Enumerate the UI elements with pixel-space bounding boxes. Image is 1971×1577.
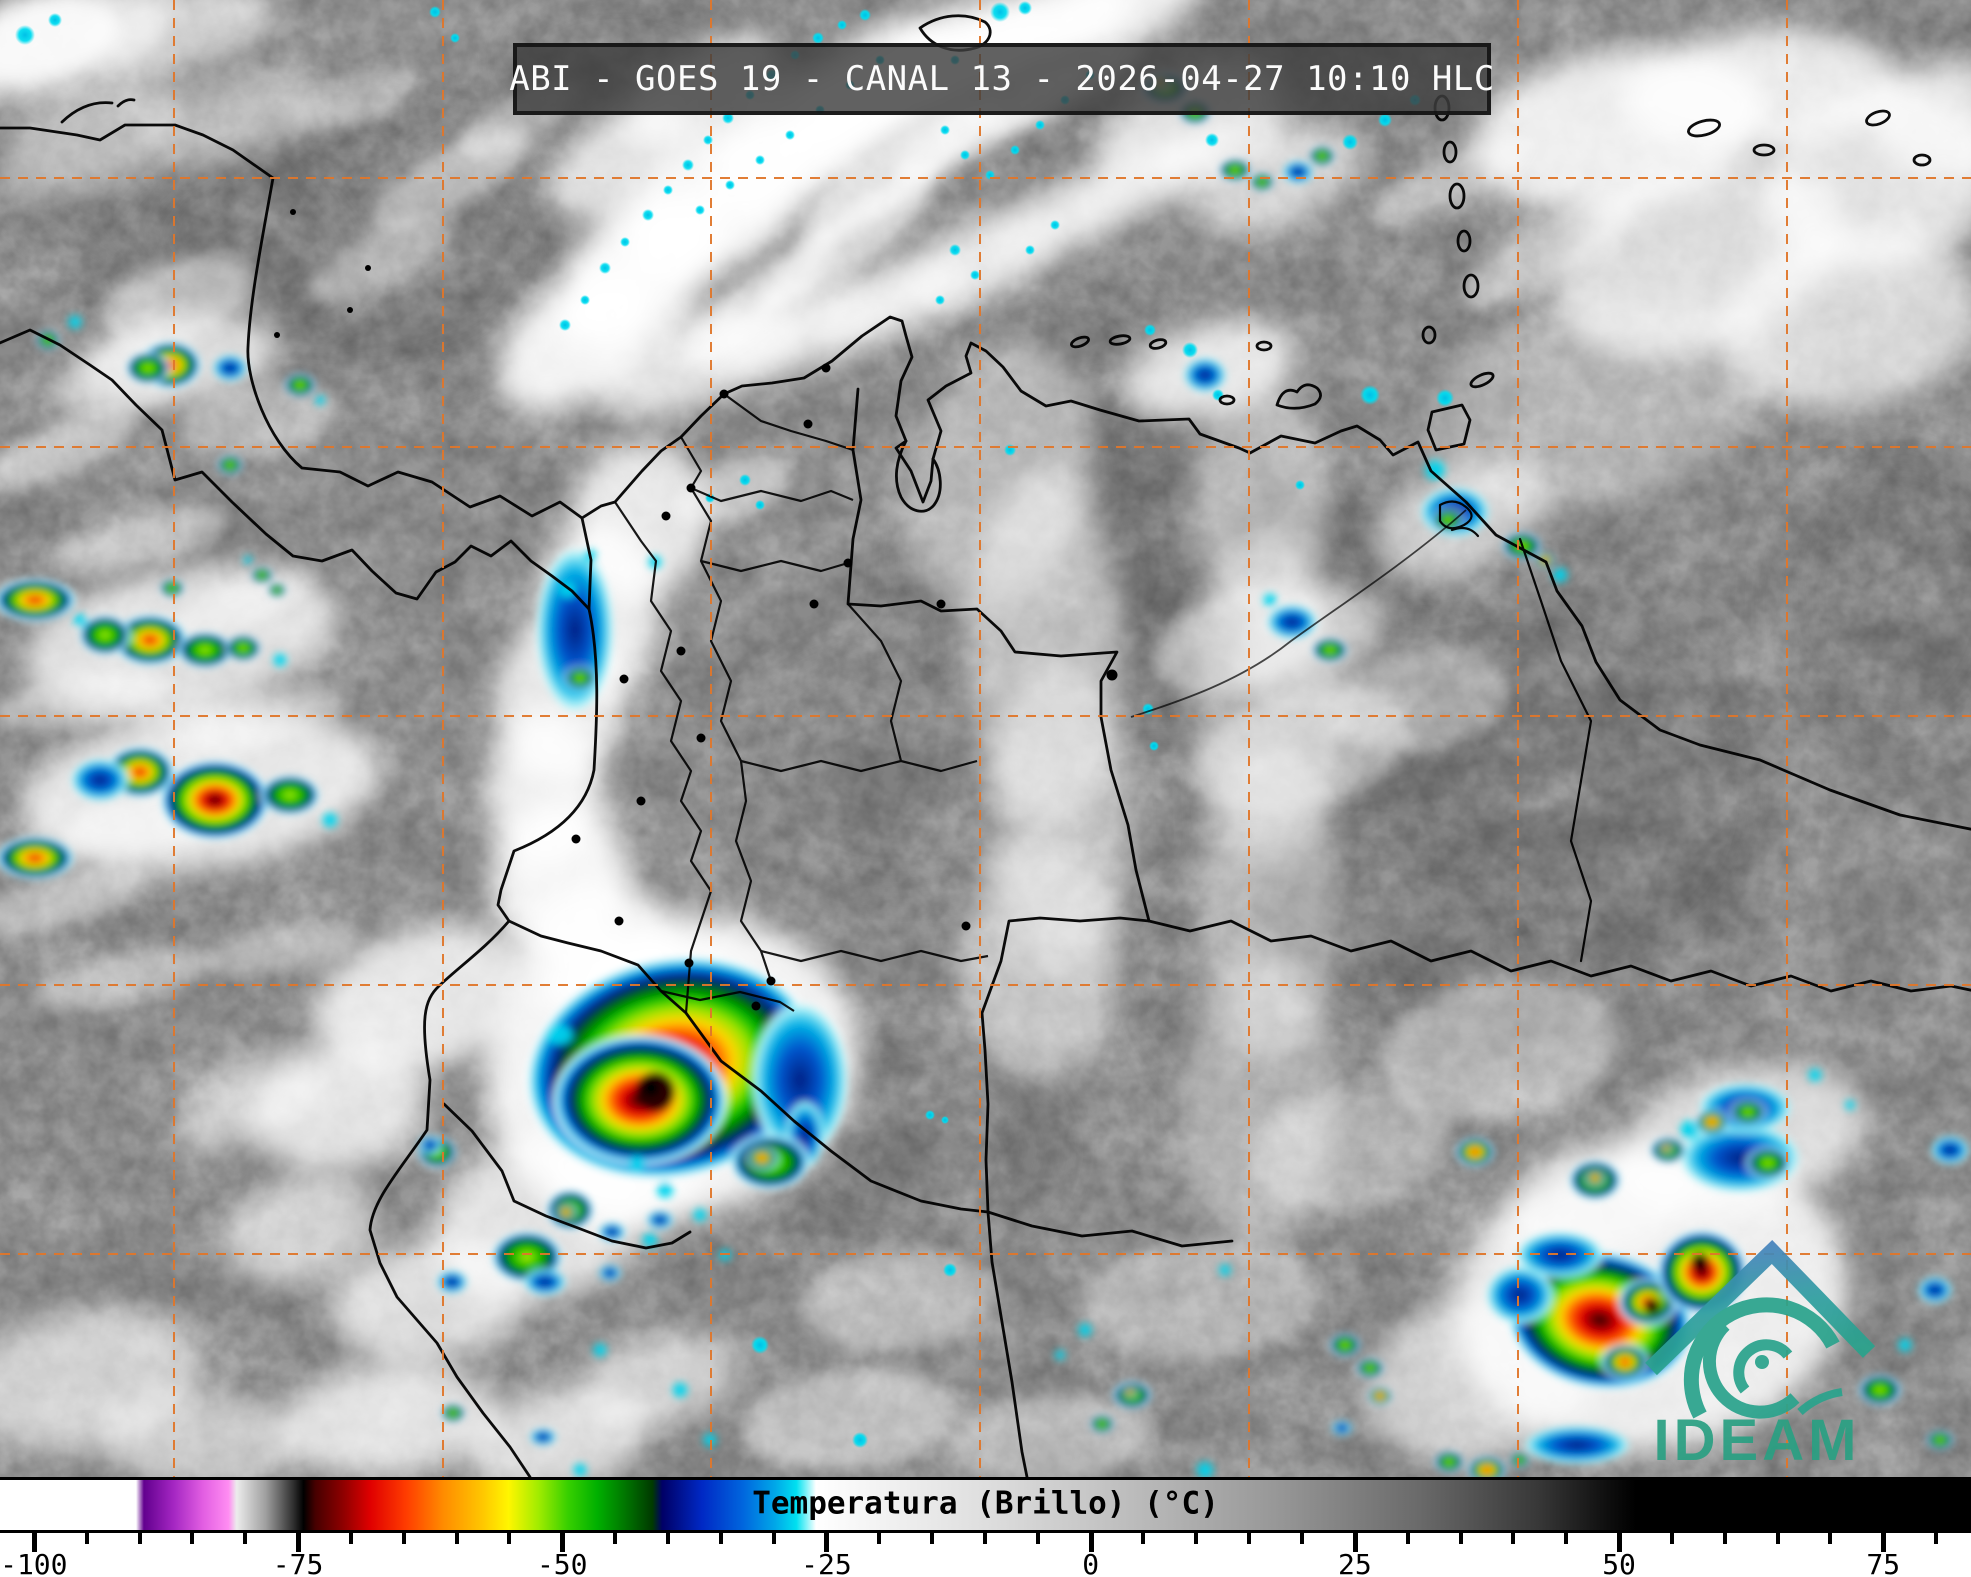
colorbar-tick (1035, 1533, 1040, 1544)
colorbar-tick-label: 50 (1602, 1548, 1636, 1577)
colorbar-tick (1458, 1533, 1463, 1544)
colorbar-tick (1775, 1533, 1780, 1544)
latlon-grid (0, 0, 1971, 1477)
colorbar-label: Temperatura (Brillo) (°C) (752, 1485, 1219, 1522)
colorbar-tick (243, 1533, 248, 1544)
colorbar-tick (930, 1533, 935, 1544)
colorbar-tick (771, 1533, 776, 1544)
colorbar-tick (1405, 1533, 1410, 1544)
satellite-map: IDEAM (0, 0, 1971, 1477)
colorbar-tick (454, 1533, 459, 1544)
colorbar-tick (1511, 1533, 1516, 1544)
ideam-logo: IDEAM (1645, 1239, 1876, 1473)
colorbar-tick (137, 1533, 142, 1544)
colorbar-tick (1141, 1533, 1146, 1544)
colorbar-tick-label: 0 (1082, 1548, 1100, 1577)
city-dots (274, 209, 1118, 1011)
logo-mountain-icon (1645, 1239, 1876, 1376)
colorbar-tick (1669, 1533, 1674, 1544)
colorbar-tick-label: -100 (0, 1548, 68, 1577)
logo-swirl-icon (1683, 1297, 1843, 1419)
colorbar-tick (1247, 1533, 1252, 1544)
cloud-streaks (0, 0, 1638, 1477)
colorbar-tick (877, 1533, 882, 1544)
colorbar-gradient (0, 1480, 1971, 1530)
colorbar-tick (31, 1533, 37, 1552)
department-borders (614, 393, 989, 1014)
colorbar-tick (1564, 1533, 1569, 1544)
map-canvas: IDEAM ABI - GOES 19 - CANAL 13 - 2026-04… (0, 0, 1971, 1477)
colorbar-tick-label: -25 (801, 1548, 852, 1577)
image-title: ABI - GOES 19 - CANAL 13 - 2026-04-27 10… (509, 59, 1495, 99)
colorbar-tick (1352, 1533, 1358, 1552)
colorbar-tick-label: -75 (272, 1548, 324, 1577)
country-borders (0, 14, 1971, 1477)
colorbar-tick (824, 1533, 830, 1552)
colorbar-tick (296, 1533, 302, 1552)
colorbar-tick (401, 1533, 406, 1544)
colorbar-tick (665, 1533, 670, 1544)
colorbar-tick (348, 1533, 353, 1544)
orinoco-river (1130, 509, 1467, 718)
logo-text: IDEAM (1654, 1408, 1861, 1473)
colorbar-tick (1934, 1533, 1939, 1544)
colorbar-tick (560, 1533, 566, 1552)
colorbar-tick (1300, 1533, 1305, 1544)
colorbar-tick-label: 25 (1338, 1548, 1372, 1577)
colorbar-tick (84, 1533, 89, 1544)
colorbar-tick (1617, 1533, 1623, 1552)
colorbar-tick (982, 1533, 987, 1544)
colorbar-tick (1881, 1533, 1887, 1552)
colorbar-tick (1828, 1533, 1833, 1544)
colorbar-tick-label: 75 (1866, 1548, 1901, 1577)
colorbar-tick (1722, 1533, 1727, 1544)
image-title-bar: ABI - GOES 19 - CANAL 13 - 2026-04-27 10… (509, 43, 1494, 115)
colorbar-tick (1194, 1533, 1199, 1544)
colorbar-tick (718, 1533, 723, 1544)
colorbar-axis: -100 -75 -50 -25 0 25 50 75 (0, 1533, 1971, 1577)
colorbar-tick (613, 1533, 618, 1544)
colorbar-tick-label: -50 (536, 1548, 588, 1577)
colorbar: Temperatura (Brillo) (°C) (0, 1477, 1971, 1533)
colorbar-tick (1088, 1533, 1094, 1552)
colorbar-tick (507, 1533, 512, 1544)
colorbar-tick (190, 1533, 195, 1544)
